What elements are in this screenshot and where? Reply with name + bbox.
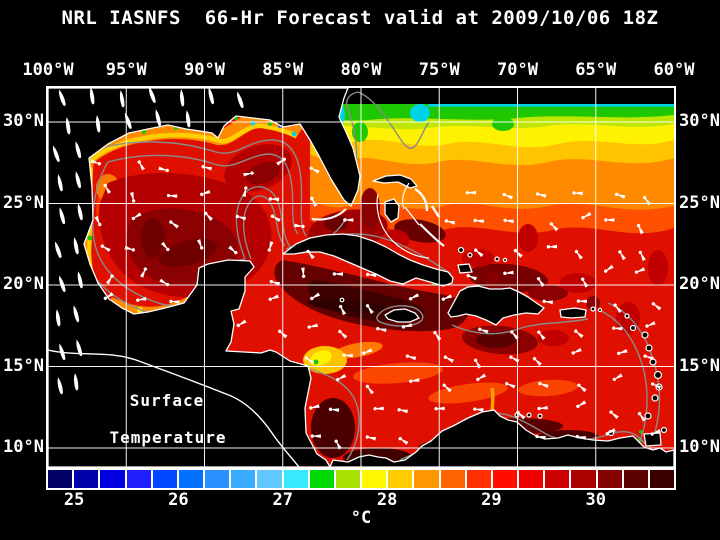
graticule [48, 88, 674, 467]
colorbar-cell [597, 470, 622, 488]
lat-label-left: 10°N [3, 437, 44, 457]
island-exuma [404, 206, 420, 226]
colorbar-cell [231, 470, 256, 488]
colorbar-cell [205, 470, 230, 488]
colorbar-cell [623, 470, 648, 488]
map-frame: Surface Temperature [46, 86, 676, 469]
figure-title: NRL IASNFS 66-Hr Forecast valid at 2009/… [61, 7, 659, 29]
lat-label-right: 20°N [679, 274, 720, 294]
island-cuba [282, 233, 454, 287]
lat-label-right: 30°N [679, 111, 720, 131]
lon-label: 60°W [653, 60, 695, 80]
colorbar-cell [388, 470, 413, 488]
colorbar-tick-label: 30 [585, 490, 606, 510]
colorbar [46, 468, 676, 490]
coastline-details [48, 182, 445, 467]
colorbar-tick-label: 26 [168, 490, 189, 510]
colorbar-cell [100, 470, 125, 488]
lat-label-left: 15°N [3, 355, 44, 376]
colorbar-cell [152, 470, 177, 488]
current-arrows [90, 157, 662, 450]
colorbar-cell [440, 470, 465, 488]
lon-label: 100°W [22, 60, 74, 80]
colorbar-cell [492, 470, 518, 488]
colorbar-tick-label: 27 [272, 490, 293, 510]
island-jamaica [384, 308, 420, 323]
island-grandbahama [372, 174, 418, 189]
colorbar-cell [571, 470, 596, 488]
wind-barbs [52, 88, 244, 395]
island-hispaniola [447, 285, 545, 326]
lon-label: 70°W [497, 60, 538, 80]
lon-label: 95°W [105, 60, 147, 80]
florida-keys [311, 208, 347, 221]
colorbar-cell [126, 470, 151, 488]
land-southamerica [329, 409, 674, 467]
map-canvas [48, 88, 674, 467]
colorbar-cell [649, 470, 675, 488]
colorbar-tick-label: 29 [481, 490, 502, 510]
bahama-bank-ne [402, 182, 410, 210]
lat-label-right: 10°N [679, 437, 720, 457]
colorbar-cell [178, 470, 204, 488]
small-islands [339, 246, 668, 437]
island-inagua [457, 263, 473, 274]
colorbar-cell [519, 470, 544, 488]
bahama-bank-west [376, 193, 430, 259]
colorbar-cell [362, 470, 387, 488]
colorbar-tick-label: 25 [63, 490, 85, 510]
island-cat [430, 205, 441, 218]
colorbar-cell [414, 470, 439, 488]
colorbar-tick-label: 28 [376, 490, 398, 510]
lon-label: 90°W [184, 60, 225, 80]
colorbar-cell [74, 470, 99, 488]
colorbar-cell [309, 470, 334, 488]
colorbar-cell [335, 470, 361, 488]
lat-label-right: 25°N [679, 192, 720, 213]
lat-label-left: 20°N [3, 274, 44, 294]
island-andros [384, 198, 400, 223]
colorbar-cell [283, 470, 308, 488]
island-puertorico [559, 307, 587, 319]
lon-label: 75°W [418, 60, 460, 80]
map-overlay-label-line1: Surface [129, 391, 205, 410]
island-long [419, 223, 445, 247]
pacific-coastline [48, 349, 300, 467]
lon-label: 80°W [340, 60, 382, 80]
colorbar-cell [545, 470, 570, 488]
colorbar-unit: °C [350, 508, 372, 528]
colorbar-cell [257, 470, 282, 488]
lon-label: 65°W [575, 60, 617, 80]
lat-label-left: 30°N [3, 111, 44, 131]
lon-label: 85°W [262, 60, 304, 80]
colorbar-cell [48, 470, 73, 488]
map-overlay-label-line2: Temperature [109, 428, 227, 447]
no-data-strip [306, 88, 674, 104]
island-eleuthera [414, 187, 429, 212]
colorbar-cell [466, 470, 491, 488]
lat-label-right: 15°N [679, 355, 720, 376]
lat-label-left: 25°N [3, 192, 44, 213]
